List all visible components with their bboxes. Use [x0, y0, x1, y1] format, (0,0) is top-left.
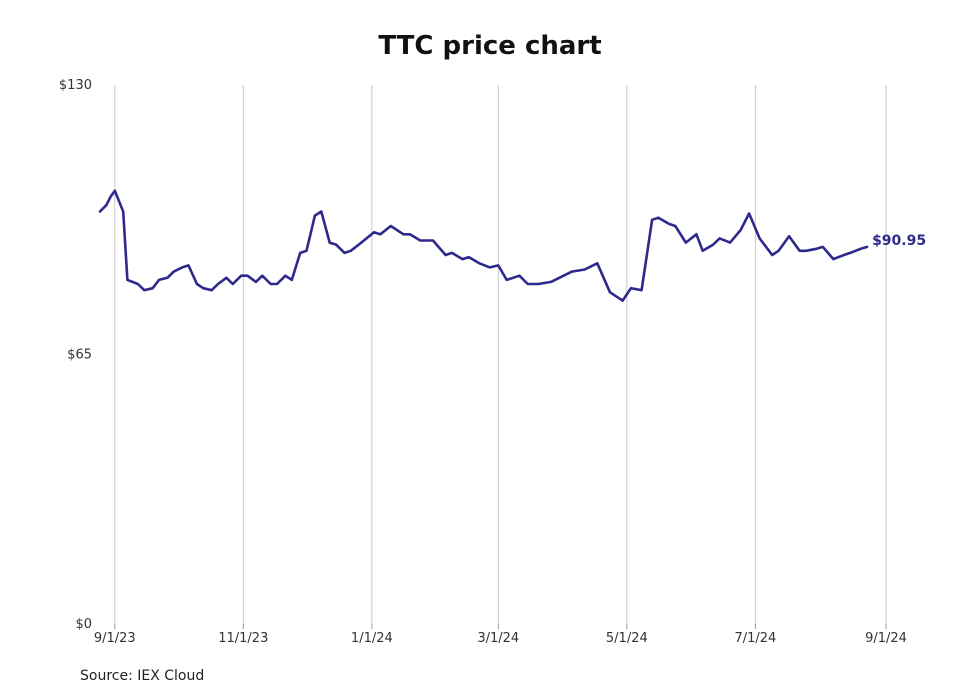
grid-layer	[114, 85, 887, 624]
x-axis: 9/1/23 11/1/23 1/1/24 3/1/24 5/1/24 7/1/24 9/1…	[94, 624, 907, 646]
source-note: Source: IEX Cloud	[80, 668, 205, 684]
y-tick-label: $130	[59, 78, 92, 93]
series-layer: $90.95	[98, 189, 926, 302]
x-tick-label: 7/1/24	[734, 631, 776, 646]
x-tick-label: 11/1/23	[218, 631, 268, 646]
y-tick-label: $0	[75, 617, 92, 632]
y-axis: $0 $65 $130	[59, 78, 92, 632]
y-tick-label: $65	[67, 348, 92, 363]
x-tick-label: 3/1/24	[477, 631, 519, 646]
x-tick-label: 5/1/24	[606, 631, 648, 646]
last-price-label: $90.95	[872, 233, 926, 249]
x-tick-label: 1/1/24	[351, 631, 393, 646]
price-line	[98, 189, 869, 302]
x-tick-label: 9/1/23	[94, 631, 136, 646]
x-tick-label: 9/1/24	[865, 631, 907, 646]
chart-title: TTC price chart	[378, 31, 602, 61]
